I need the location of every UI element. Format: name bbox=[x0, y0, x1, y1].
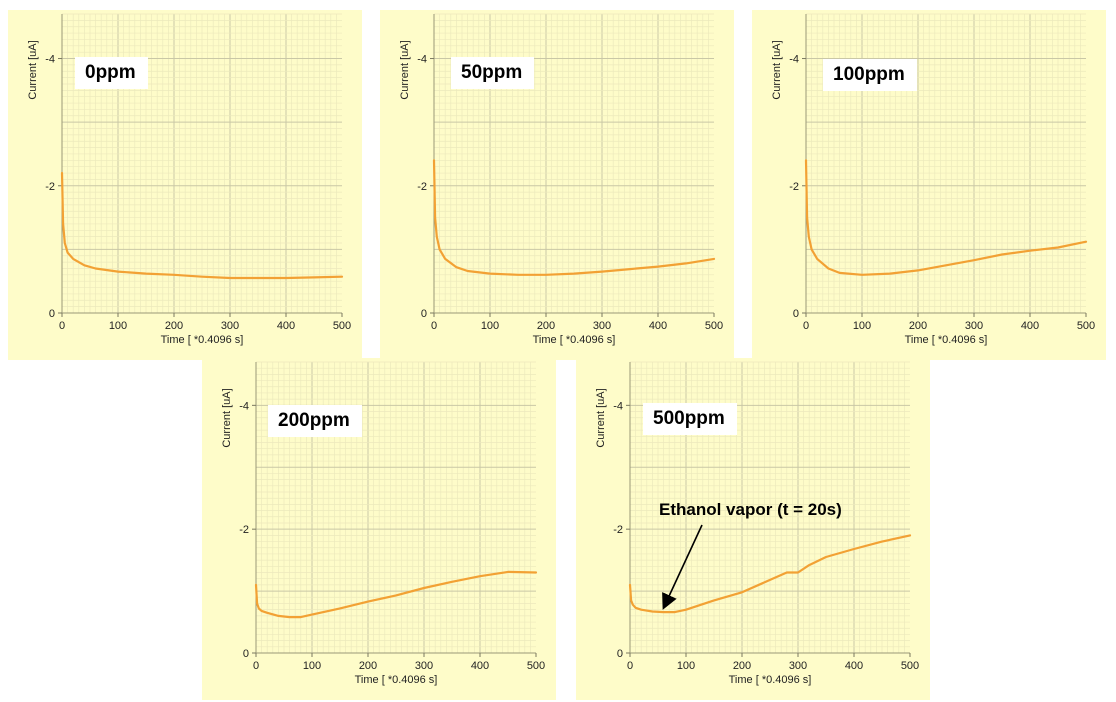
x-tick-label: 500 bbox=[1077, 320, 1095, 332]
current-series-line bbox=[60, 171, 344, 280]
x-tick-label: 100 bbox=[109, 320, 127, 332]
x-tick-label: 200 bbox=[537, 320, 555, 332]
x-axis-title: Time [ *0.4096 s] bbox=[905, 334, 988, 346]
x-tick-label: 500 bbox=[527, 660, 545, 672]
panel-label-50ppm: 50ppm bbox=[451, 57, 535, 89]
x-tick-label: 100 bbox=[481, 320, 499, 332]
y-axis-title: Current [uA] bbox=[399, 40, 411, 99]
x-tick-label: 0 bbox=[627, 660, 633, 672]
current-time-chart-200ppm: 0 100 200 300 400 500 0 -2 -4 Time [ *0.4096 s] Cu… bbox=[221, 361, 545, 686]
y-tick-label: -4 bbox=[613, 400, 623, 412]
y-axis-title: Current [uA] bbox=[595, 388, 607, 447]
x-tick-label: 100 bbox=[677, 660, 695, 672]
x-tick-label: 300 bbox=[415, 660, 433, 672]
y-tick-label: -4 bbox=[239, 400, 249, 412]
x-tick-label: 400 bbox=[649, 320, 667, 332]
x-tick-label: 500 bbox=[901, 660, 919, 672]
x-axis-title: Time [ *0.4096 s] bbox=[355, 674, 438, 686]
x-axis-title: Time [ *0.4096 s] bbox=[161, 334, 244, 346]
current-series-line bbox=[804, 159, 1088, 276]
y-tick-label: -4 bbox=[417, 54, 427, 66]
current-series-line bbox=[628, 534, 912, 614]
chart-panel-0ppm: 0 100 200 300 400 500 0 -2 -4 Time [ *0.4096 s] Cu… bbox=[8, 10, 362, 360]
panel-label-200ppm: 200ppm bbox=[268, 405, 362, 437]
y-tick-label: 0 bbox=[793, 308, 799, 320]
chart-panel-50ppm: 0 100 200 300 400 500 0 -2 -4 Time [ *0.4096 s] Cu… bbox=[380, 10, 734, 360]
x-tick-label: 300 bbox=[965, 320, 983, 332]
chart-panel-200ppm: 0 100 200 300 400 500 0 -2 -4 Time [ *0.4096 s] Cu… bbox=[202, 358, 556, 700]
y-tick-label: -2 bbox=[613, 524, 623, 536]
y-axis-title: Current [uA] bbox=[27, 40, 39, 99]
y-tick-label: 0 bbox=[243, 648, 249, 660]
x-tick-label: 300 bbox=[789, 660, 807, 672]
current-time-chart-500ppm: 0 100 200 300 400 500 0 -2 -4 Time [ *0.4096 s] Cu… bbox=[595, 361, 919, 686]
panel-label-100ppm: 100ppm bbox=[823, 59, 917, 91]
x-tick-label: 0 bbox=[431, 320, 437, 332]
y-tick-label: 0 bbox=[617, 648, 623, 660]
y-tick-label: 0 bbox=[49, 308, 55, 320]
current-time-chart-50ppm: 0 100 200 300 400 500 0 -2 -4 Time [ *0.4096 s] Cu… bbox=[399, 13, 723, 346]
x-tick-label: 200 bbox=[359, 660, 377, 672]
y-tick-label: -4 bbox=[789, 54, 799, 66]
y-axis-title: Current [uA] bbox=[221, 388, 233, 447]
x-tick-label: 0 bbox=[253, 660, 259, 672]
y-tick-label: -2 bbox=[239, 524, 249, 536]
x-tick-label: 500 bbox=[333, 320, 351, 332]
x-tick-label: 0 bbox=[803, 320, 809, 332]
chart-panel-500ppm: 0 100 200 300 400 500 0 -2 -4 Time [ *0.4096 s] Cu… bbox=[576, 358, 930, 700]
x-tick-label: 400 bbox=[845, 660, 863, 672]
y-tick-label: -2 bbox=[417, 181, 427, 193]
ethanol-vapor-annotation: Ethanol vapor (t = 20s) bbox=[659, 500, 842, 519]
current-time-chart-0ppm: 0 100 200 300 400 500 0 -2 -4 Time [ *0.4096 s] Cu… bbox=[27, 13, 351, 346]
x-tick-label: 500 bbox=[705, 320, 723, 332]
x-tick-label: 400 bbox=[1021, 320, 1039, 332]
x-tick-label: 300 bbox=[593, 320, 611, 332]
current-series-line bbox=[432, 159, 716, 276]
x-tick-label: 200 bbox=[165, 320, 183, 332]
x-tick-label: 0 bbox=[59, 320, 65, 332]
x-axis-title: Time [ *0.4096 s] bbox=[729, 674, 812, 686]
y-tick-label: 0 bbox=[421, 308, 427, 320]
x-axis-title: Time [ *0.4096 s] bbox=[533, 334, 616, 346]
x-tick-label: 400 bbox=[471, 660, 489, 672]
x-tick-label: 300 bbox=[221, 320, 239, 332]
x-tick-label: 100 bbox=[853, 320, 871, 332]
current-time-chart-100ppm: 0 100 200 300 400 500 0 -2 -4 Time [ *0.4096 s] Cu… bbox=[771, 13, 1095, 346]
panel-label-500ppm: 500ppm bbox=[643, 403, 737, 435]
y-tick-label: -2 bbox=[789, 181, 799, 193]
chart-panel-100ppm: 0 100 200 300 400 500 0 -2 -4 Time [ *0.4096 s] Cu… bbox=[752, 10, 1106, 360]
x-tick-label: 200 bbox=[733, 660, 751, 672]
current-series-line bbox=[254, 570, 538, 619]
y-tick-label: -2 bbox=[45, 181, 55, 193]
panel-label-0ppm: 0ppm bbox=[75, 57, 148, 89]
x-tick-label: 400 bbox=[277, 320, 295, 332]
x-tick-label: 200 bbox=[909, 320, 927, 332]
x-tick-label: 100 bbox=[303, 660, 321, 672]
y-tick-label: -4 bbox=[45, 54, 55, 66]
y-axis-title: Current [uA] bbox=[771, 40, 783, 99]
